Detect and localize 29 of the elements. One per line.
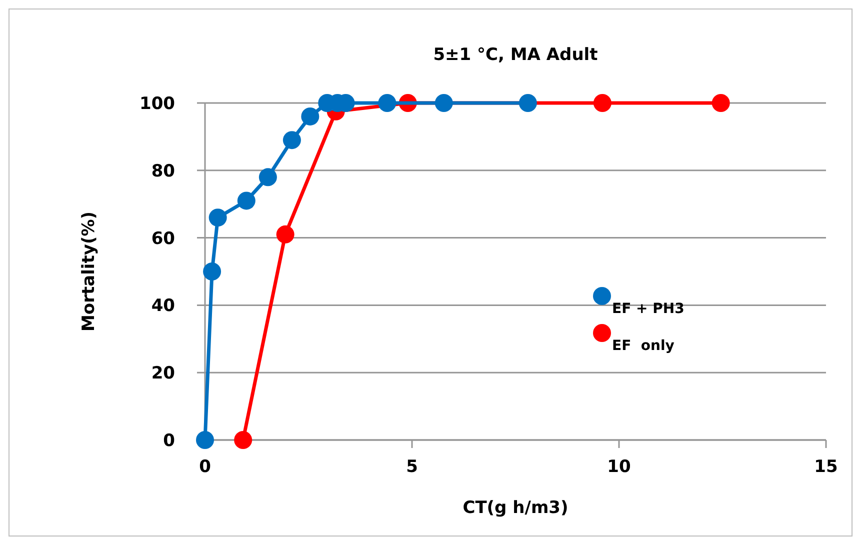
y-tick-label: 100	[140, 94, 176, 114]
point	[276, 225, 294, 244]
chart-title: 5±1 °C, MA Adult	[433, 45, 598, 65]
legend-label: EF + PH3	[612, 301, 684, 317]
y-tick-label: 20	[151, 364, 176, 384]
y-axis-title: Mortality(%)	[79, 211, 99, 332]
point	[434, 94, 453, 112]
point	[301, 108, 320, 126]
point	[258, 168, 277, 186]
point	[196, 431, 214, 449]
point	[203, 262, 222, 280]
point	[712, 94, 730, 112]
point	[237, 192, 256, 210]
x-tick-label: 5	[406, 457, 418, 477]
x-axis-title: CT(g h/m3)	[462, 498, 568, 518]
point	[593, 94, 612, 112]
legend-label: EF only	[612, 338, 674, 354]
point	[378, 94, 396, 112]
y-tick-label: 60	[151, 228, 176, 249]
point	[518, 94, 537, 112]
x-tick-label: 15	[814, 457, 838, 477]
x-tick-label: 0	[199, 457, 212, 477]
y-tick-label: 0	[163, 430, 176, 451]
point	[282, 131, 301, 150]
y-tick-label: 80	[151, 161, 176, 182]
x-tick-label: 10	[607, 457, 631, 477]
y-tick-label: 40	[151, 296, 176, 316]
point	[234, 431, 252, 449]
point	[208, 208, 227, 227]
